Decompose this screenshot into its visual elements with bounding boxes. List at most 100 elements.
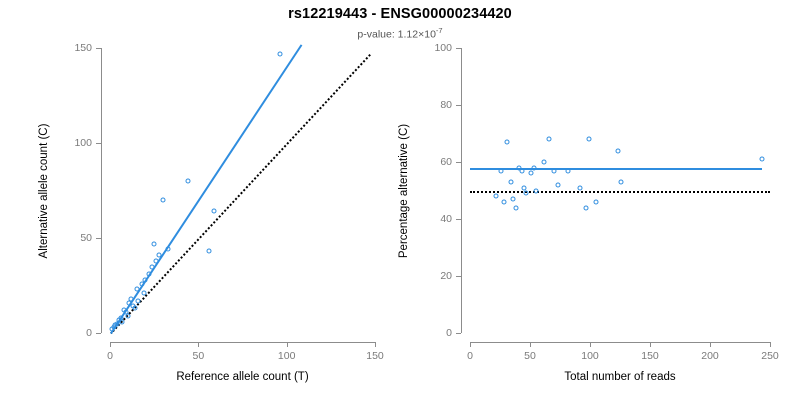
data-point: [165, 246, 171, 252]
data-point: [128, 296, 134, 302]
data-point: [510, 196, 516, 202]
data-point: [135, 298, 141, 304]
x-tick-label: 0: [107, 350, 113, 362]
x-tick-label: 100: [581, 350, 599, 362]
y-tick: [456, 162, 461, 163]
y-tick: [456, 276, 461, 277]
x-tick-label: 150: [641, 350, 659, 362]
x-tick: [710, 342, 711, 347]
pvalue-subtitle: p-value: 1.12×10-7: [0, 26, 800, 41]
x-tick: [770, 342, 771, 347]
y-tick-label: 80: [440, 99, 452, 111]
y-tick: [456, 105, 461, 106]
x-tick: [530, 342, 531, 347]
data-point: [513, 205, 519, 211]
data-point: [565, 168, 571, 174]
x-tick: [650, 342, 651, 347]
data-point: [151, 241, 157, 247]
data-point: [615, 148, 621, 154]
x-tick: [110, 342, 111, 347]
y-axis-line: [461, 48, 462, 333]
data-point: [498, 168, 504, 174]
x-axis-line: [110, 342, 375, 343]
data-point: [277, 51, 283, 57]
pvalue-text: p-value: 1.12×10: [357, 28, 436, 41]
y-tick: [96, 143, 101, 144]
data-point: [156, 252, 162, 258]
data-point: [577, 185, 583, 191]
y-tick-label: 40: [440, 213, 452, 225]
y-tick-label: 0: [86, 327, 92, 339]
x-tick-label: 200: [701, 350, 719, 362]
data-point: [618, 179, 624, 185]
y-tick: [456, 48, 461, 49]
y-tick: [456, 333, 461, 334]
data-point: [160, 197, 166, 203]
fit-line: [110, 44, 303, 335]
x-tick-label: 150: [366, 350, 384, 362]
data-point: [523, 190, 529, 196]
data-point: [134, 286, 139, 292]
data-point: [541, 159, 547, 165]
x-tick-label: 50: [524, 350, 536, 362]
data-point: [149, 264, 155, 269]
x-tick-label: 100: [277, 350, 296, 362]
data-point: [146, 271, 152, 277]
data-point: [142, 277, 148, 283]
x-tick: [375, 342, 376, 347]
data-point: [119, 319, 125, 325]
y-tick-label: 100: [434, 42, 452, 54]
y-tick-label: 20: [440, 270, 452, 282]
data-point: [531, 165, 537, 171]
y-tick-label: 60: [440, 156, 452, 168]
page-title: rs12219443 - ENSG00000234420: [288, 6, 512, 22]
data-point: [504, 139, 510, 145]
data-point: [521, 185, 527, 191]
y-axis-line: [101, 48, 102, 333]
x-tick: [470, 342, 471, 347]
data-point: [125, 313, 131, 319]
panel-right: 0 20 40 60 80 100 0 50 100 150 200 250 Total number…: [398, 0, 800, 400]
y-axis-title-left: Alternative allele count (C): [38, 123, 50, 258]
data-point: [211, 208, 217, 214]
fit-line: [470, 168, 762, 171]
data-point: [546, 136, 552, 142]
y-tick: [96, 333, 101, 334]
y-tick-label: 50: [80, 232, 92, 244]
data-point: [519, 168, 525, 174]
x-tick: [198, 342, 200, 347]
y-tick: [96, 48, 101, 49]
plot-area-left: 0 50 100 150 0 50 100 150: [74, 42, 383, 362]
data-point: [759, 156, 765, 162]
data-point: [551, 168, 557, 174]
x-tick: [286, 342, 288, 347]
x-tick-label: 50: [192, 350, 205, 362]
x-tick-label: 250: [761, 350, 779, 362]
data-point: [555, 182, 561, 188]
y-axis-title-right: Percentage alternative (C): [398, 123, 410, 258]
reference-line: [110, 53, 372, 335]
data-point: [593, 199, 599, 205]
y-tick: [456, 219, 461, 220]
data-point: [139, 281, 145, 287]
data-point: [132, 305, 138, 311]
y-tick-label: 100: [74, 137, 92, 149]
data-point: [153, 258, 159, 264]
data-point: [185, 178, 191, 184]
panel-left: 0 50 100 150 0 50 100 150 Reference allele coun…: [38, 42, 384, 383]
y-tick-label: 150: [74, 42, 92, 54]
data-point: [493, 193, 499, 199]
y-tick-label: 0: [446, 327, 452, 339]
x-tick: [590, 342, 591, 347]
x-axis-line: [470, 342, 770, 343]
y-tick: [96, 238, 101, 239]
data-point: [528, 170, 534, 176]
plot-area-right: 0 20 40 60 80 100 0 50 100 150 200 250: [434, 42, 778, 362]
data-point: [586, 136, 592, 142]
data-point: [141, 290, 147, 296]
pvalue-exponent: -7: [435, 26, 443, 35]
x-tick-label: 0: [467, 350, 473, 362]
data-point: [508, 179, 514, 185]
x-axis-title-right: Total number of reads: [564, 371, 676, 383]
